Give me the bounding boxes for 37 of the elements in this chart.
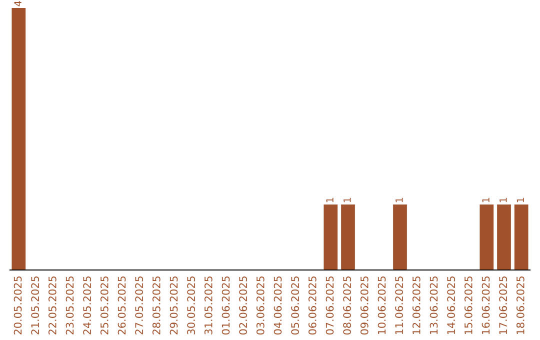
x-tick-label: 08.06.2025 bbox=[343, 276, 352, 335]
x-tick-label: 07.06.2025 bbox=[326, 276, 334, 335]
data-label: 1 bbox=[516, 198, 524, 202]
x-tick-label: 03.06.2025 bbox=[256, 276, 264, 335]
x-tick-label: 25.05.2025 bbox=[100, 276, 108, 334]
x-tick-label: 11.06.2025 bbox=[395, 276, 404, 334]
x-tick-label: 05.06.2025 bbox=[291, 276, 300, 335]
x-tick-label: 30.05.2025 bbox=[187, 276, 196, 334]
x-tick-label: 12.06.2025 bbox=[412, 276, 420, 334]
x-tick-label: 10.06.2025 bbox=[378, 276, 386, 334]
x-tick-label: 17.06.2025 bbox=[499, 276, 508, 334]
x-tick-label: 21.05.2025 bbox=[31, 276, 40, 334]
data-label: 1 bbox=[500, 198, 507, 202]
data-label: 1 bbox=[344, 198, 351, 202]
data-label: 1 bbox=[326, 198, 334, 202]
x-tick-label: 13.06.2025 bbox=[430, 276, 438, 334]
x-tick-label: 15.06.2025 bbox=[464, 276, 472, 334]
x-tick-label: 06.06.2025 bbox=[308, 276, 316, 335]
data-label: 1 bbox=[396, 198, 403, 202]
x-tick-label: 27.05.2025 bbox=[135, 276, 144, 334]
data-label: 4 bbox=[14, 1, 22, 6]
x-tick-label: 18.06.2025 bbox=[516, 276, 524, 334]
x-tick-label: 04.06.2025 bbox=[274, 276, 282, 335]
x-tick-label: 31.05.2025 bbox=[204, 276, 212, 334]
data-label: 1 bbox=[482, 198, 490, 202]
x-tick-label: 02.06.2025 bbox=[239, 276, 248, 335]
x-tick-label: 28.05.2025 bbox=[152, 276, 160, 334]
x-tick-label: 14.06.2025 bbox=[447, 276, 456, 334]
x-tick-label: 29.05.2025 bbox=[170, 276, 178, 334]
x-tick-label: 23.05.2025 bbox=[66, 276, 74, 334]
x-tick-label: 09.06.2025 bbox=[360, 276, 368, 335]
x-tick-label: 16.06.2025 bbox=[482, 276, 490, 334]
x-tick-label: 24.05.2025 bbox=[83, 276, 92, 334]
x-tick-label: 20.05.2025 bbox=[14, 276, 22, 334]
x-tick-label: 26.05.2025 bbox=[118, 276, 126, 334]
x-tick-label: 22.05.2025 bbox=[48, 276, 56, 334]
x-tick-label: 01.06.2025 bbox=[222, 276, 230, 335]
